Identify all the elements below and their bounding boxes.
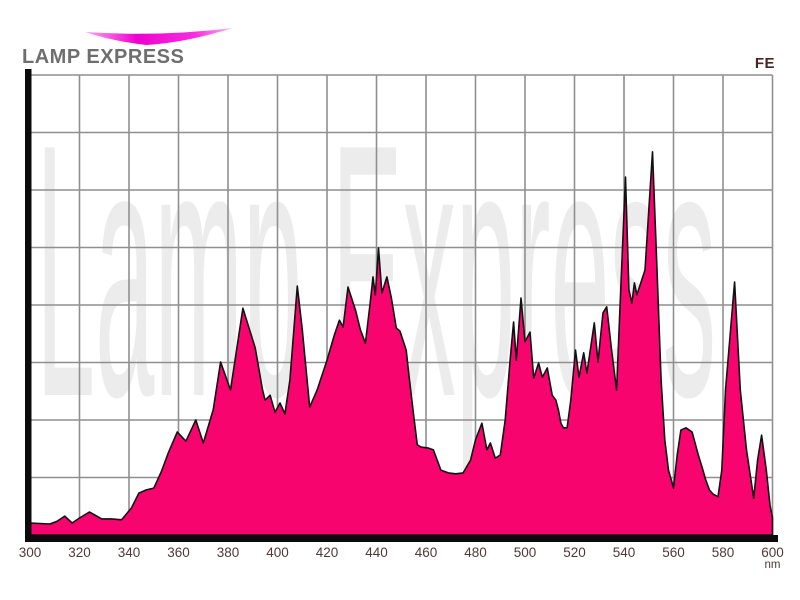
x-tick-label: 440	[365, 545, 388, 560]
series-layer	[29, 151, 774, 536]
x-tick-label: 380	[216, 545, 240, 560]
corner-label: FE	[754, 55, 775, 72]
x-tick-label: 580	[711, 545, 735, 560]
logo-swoosh-icon	[85, 28, 233, 45]
x-tick-label: 480	[464, 545, 487, 560]
brand-logo: LAMP EXPRESS	[0, 0, 260, 70]
spectrum-area	[29, 151, 774, 536]
x-tick-label: 420	[315, 545, 339, 560]
x-axis-unit: nm	[764, 559, 781, 571]
x-tick-label: 300	[18, 545, 42, 560]
x-tick-label: 360	[167, 545, 190, 560]
brand-name: LAMP EXPRESS	[22, 46, 185, 68]
x-tick-label: 460	[414, 545, 438, 560]
x-tick-label: 340	[117, 545, 141, 560]
y-axis	[25, 69, 32, 541]
x-tick-label: 400	[266, 545, 289, 560]
axes	[25, 69, 778, 542]
x-tick-label: 560	[662, 545, 685, 560]
x-tick-label: 500	[513, 545, 537, 560]
x-tick-label: 600	[761, 545, 784, 560]
x-axis	[25, 535, 778, 542]
x-tick-label: 320	[68, 545, 91, 560]
x-tick-label: 540	[612, 545, 636, 560]
x-tick-label: 520	[563, 545, 586, 560]
